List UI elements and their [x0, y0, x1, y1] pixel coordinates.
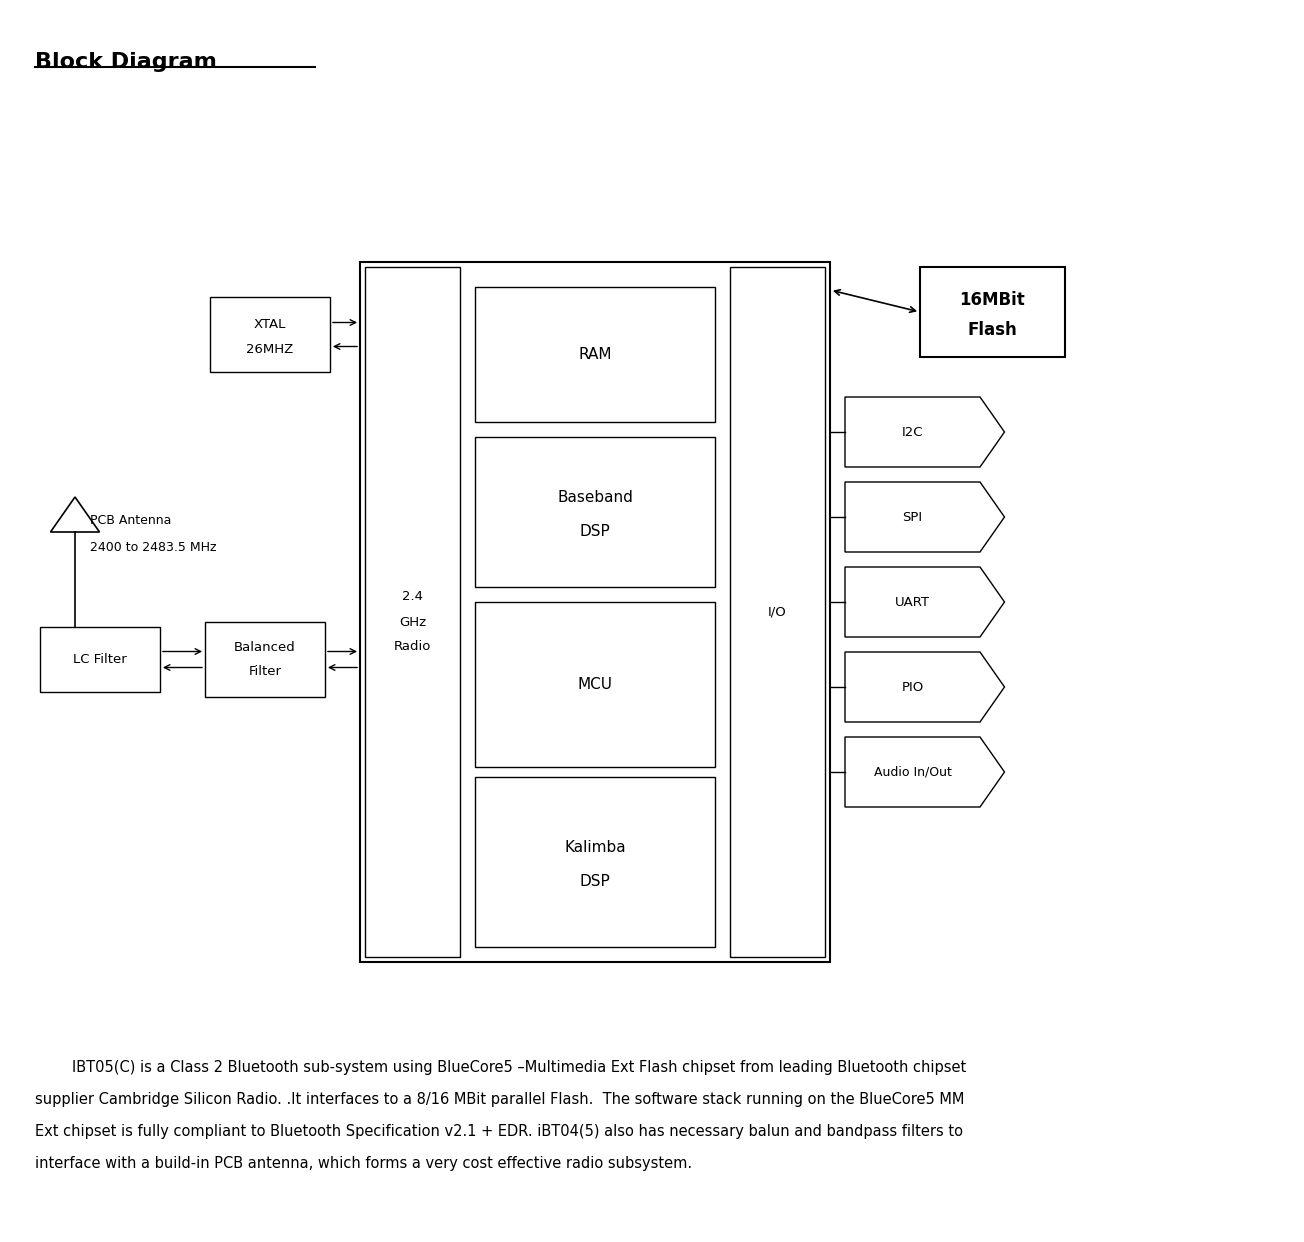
Text: Block Diagram: Block Diagram: [35, 52, 216, 72]
Text: I/O: I/O: [768, 606, 786, 619]
Text: IBT05(C) is a Class 2 Bluetooth sub-system using BlueCore5 –Multimedia Ext Flash: IBT05(C) is a Class 2 Bluetooth sub-syst…: [35, 1059, 966, 1076]
FancyBboxPatch shape: [730, 267, 825, 958]
FancyBboxPatch shape: [205, 622, 325, 697]
Text: PIO: PIO: [901, 681, 923, 693]
Text: MCU: MCU: [578, 677, 613, 692]
FancyBboxPatch shape: [365, 267, 460, 958]
Text: Audio In/Out: Audio In/Out: [874, 765, 952, 779]
Text: RAM: RAM: [578, 347, 612, 361]
Text: Flash: Flash: [968, 320, 1017, 339]
Text: I2C: I2C: [902, 426, 923, 438]
Text: 2400 to 2483.5 MHz: 2400 to 2483.5 MHz: [90, 542, 216, 554]
Text: SPI: SPI: [902, 510, 922, 523]
Text: Balanced: Balanced: [235, 641, 296, 655]
Text: LC Filter: LC Filter: [73, 653, 126, 666]
FancyBboxPatch shape: [360, 262, 831, 963]
Text: GHz: GHz: [399, 616, 426, 628]
FancyBboxPatch shape: [475, 437, 715, 587]
Text: UART: UART: [895, 595, 930, 609]
Text: DSP: DSP: [579, 524, 610, 539]
Text: DSP: DSP: [579, 874, 610, 889]
FancyBboxPatch shape: [475, 602, 715, 768]
FancyBboxPatch shape: [475, 287, 715, 422]
Text: Radio: Radio: [394, 641, 432, 653]
Text: XTAL: XTAL: [254, 318, 286, 332]
FancyBboxPatch shape: [475, 777, 715, 946]
FancyBboxPatch shape: [921, 267, 1065, 356]
Text: 26MHZ: 26MHZ: [246, 343, 293, 356]
Text: 2.4: 2.4: [402, 590, 422, 604]
Text: Ext chipset is fully compliant to Bluetooth Specification v2.1 + EDR. iBT04(5) a: Ext chipset is fully compliant to Blueto…: [35, 1124, 962, 1139]
Text: 16MBit: 16MBit: [960, 291, 1025, 309]
Text: supplier Cambridge Silicon Radio. .It interfaces to a 8/16 MBit parallel Flash. : supplier Cambridge Silicon Radio. .It in…: [35, 1092, 965, 1107]
Text: PCB Antenna: PCB Antenna: [90, 514, 171, 527]
Text: Kalimba: Kalimba: [565, 840, 626, 854]
Text: interface with a build-in PCB antenna, which forms a very cost effective radio s: interface with a build-in PCB antenna, w…: [35, 1156, 692, 1171]
Text: Baseband: Baseband: [557, 489, 632, 504]
Text: Filter: Filter: [249, 664, 282, 678]
FancyBboxPatch shape: [210, 297, 330, 373]
FancyBboxPatch shape: [40, 627, 160, 692]
